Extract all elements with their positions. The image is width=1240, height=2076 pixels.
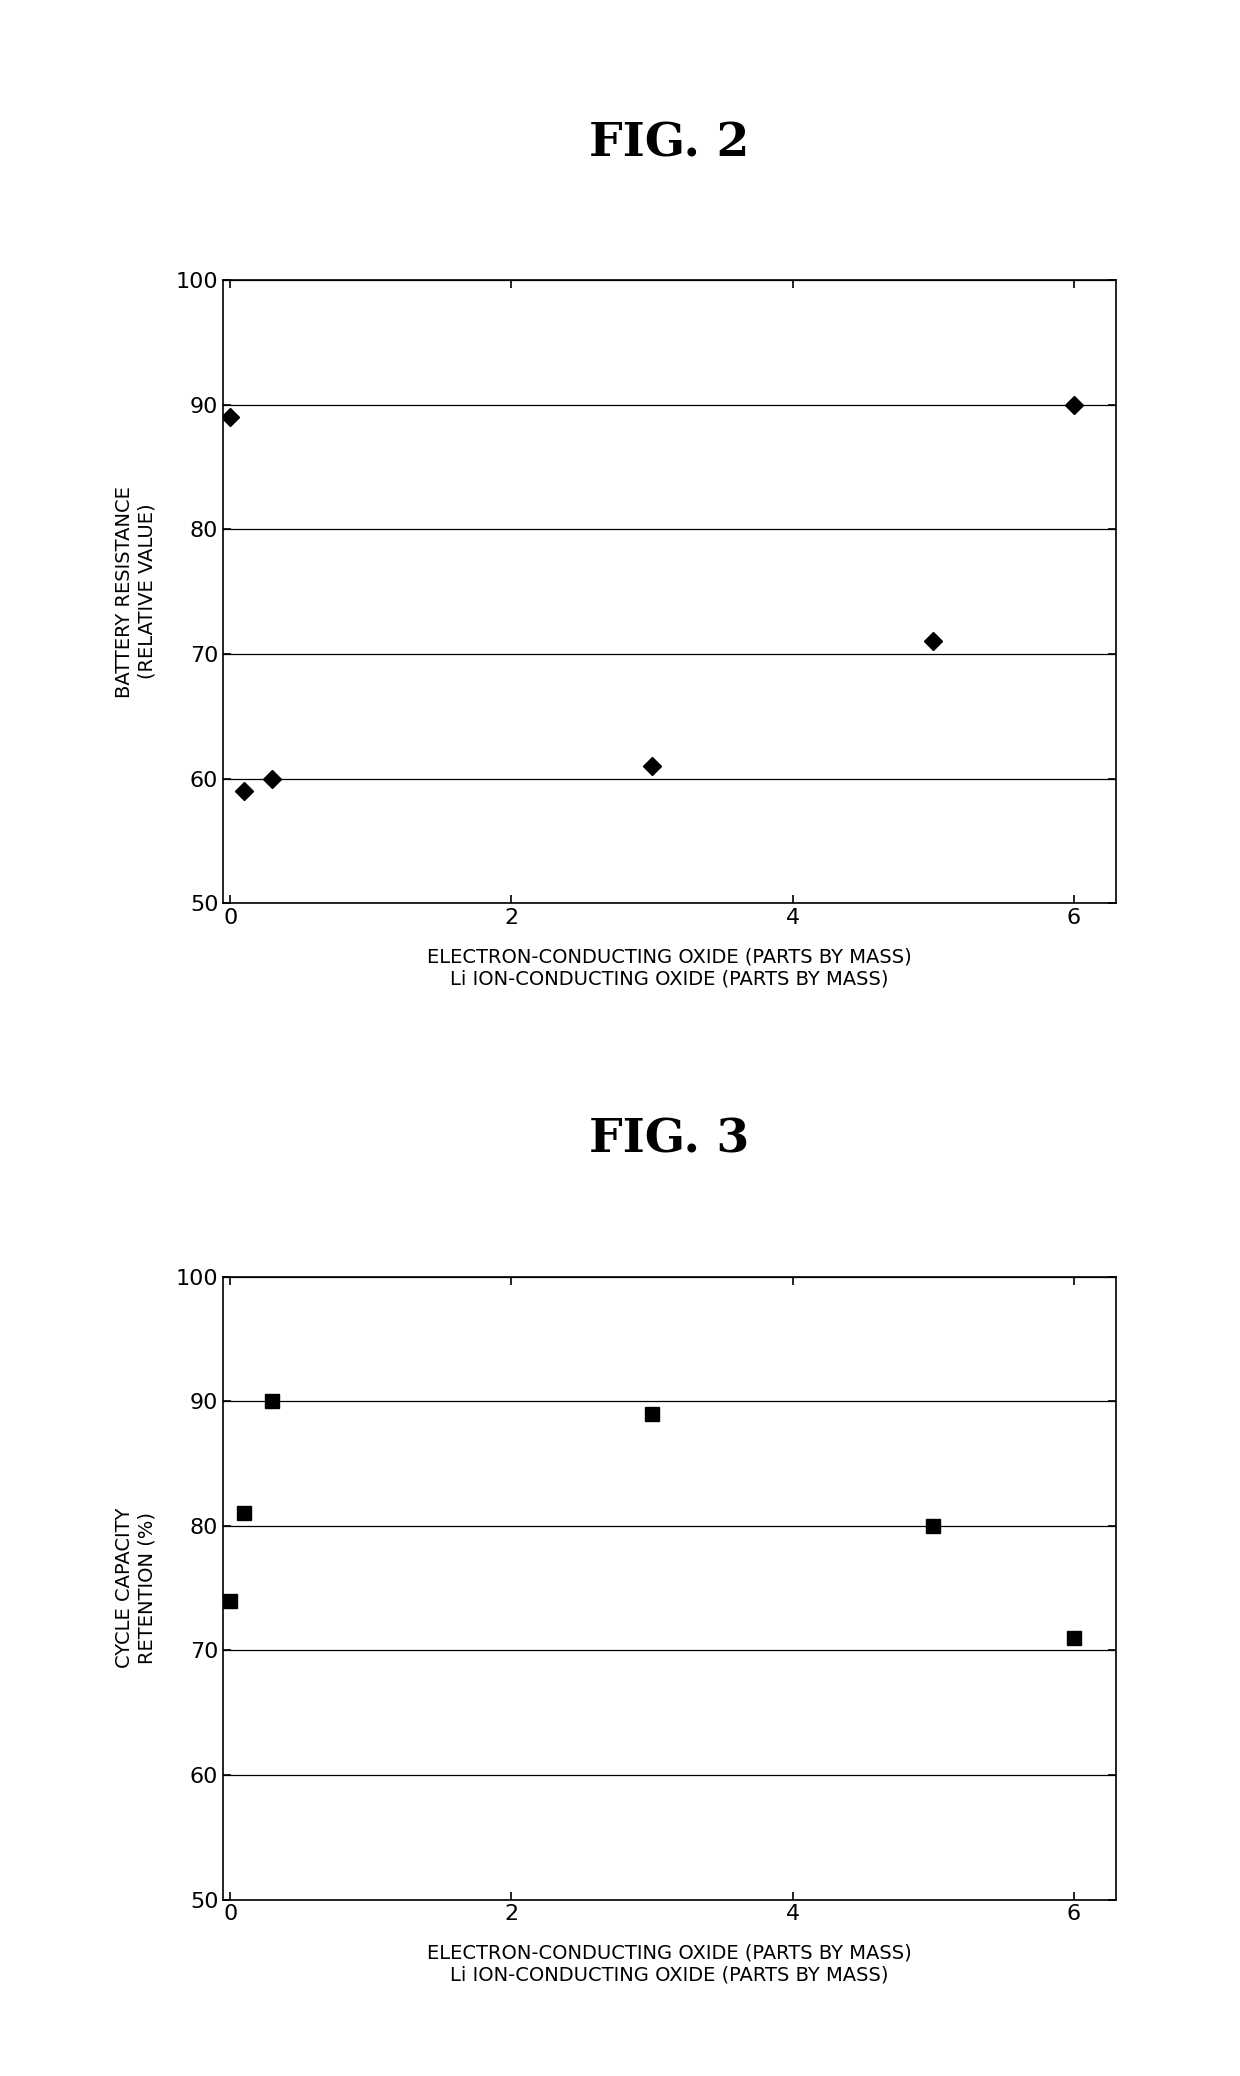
Y-axis label: BATTERY RESISTANCE
(RELATIVE VALUE): BATTERY RESISTANCE (RELATIVE VALUE): [115, 486, 156, 698]
Text: FIG. 2: FIG. 2: [589, 120, 750, 166]
X-axis label: ELECTRON-CONDUCTING OXIDE (PARTS BY MASS)
Li ION-CONDUCTING OXIDE (PARTS BY MASS: ELECTRON-CONDUCTING OXIDE (PARTS BY MASS…: [428, 947, 911, 988]
Text: FIG. 3: FIG. 3: [589, 1117, 750, 1163]
Y-axis label: CYCLE CAPACITY
RETENTION (%): CYCLE CAPACITY RETENTION (%): [115, 1507, 156, 1669]
X-axis label: ELECTRON-CONDUCTING OXIDE (PARTS BY MASS)
Li ION-CONDUCTING OXIDE (PARTS BY MASS: ELECTRON-CONDUCTING OXIDE (PARTS BY MASS…: [428, 1943, 911, 1985]
